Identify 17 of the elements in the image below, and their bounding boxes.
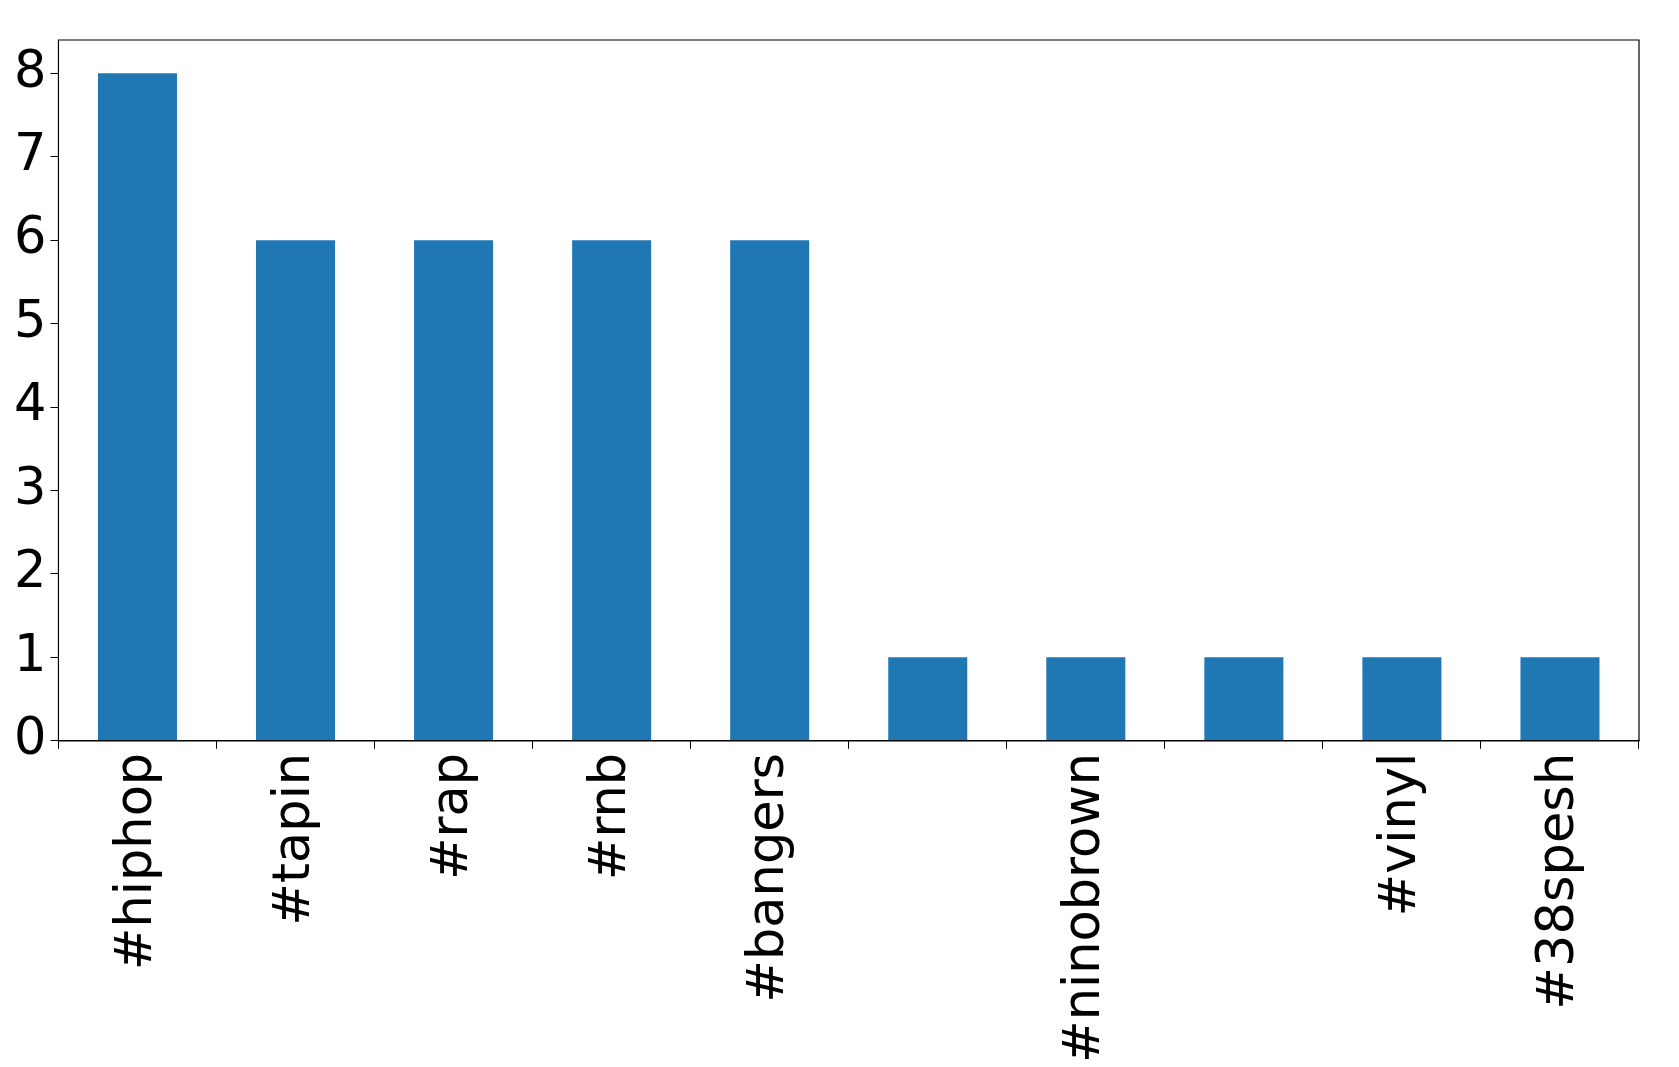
- y-tick-label: 8: [13, 39, 47, 99]
- x-tick-label: #rap: [419, 752, 479, 881]
- x-tick-label: #vinyl: [1368, 752, 1428, 917]
- y-tick-label: 1: [13, 623, 47, 683]
- y-tick-label: 4: [13, 373, 47, 433]
- y-tick-label: 6: [13, 206, 47, 266]
- y-tick-label: 5: [13, 289, 47, 349]
- x-tick-label: #bangers: [735, 752, 795, 1003]
- y-tick-label: 3: [13, 456, 47, 516]
- x-tick-label: #tapin: [261, 752, 321, 926]
- x-tick-label: #38spesh: [1526, 752, 1586, 1010]
- x-tick-label: #rnb: [577, 752, 637, 881]
- y-tick-label: 7: [13, 123, 47, 183]
- y-tick-label: 2: [13, 540, 47, 600]
- x-tick-label: #hiphop: [103, 752, 163, 971]
- x-tick-label: #ninobrown: [1052, 752, 1112, 1064]
- y-tick-label: 0: [13, 707, 47, 767]
